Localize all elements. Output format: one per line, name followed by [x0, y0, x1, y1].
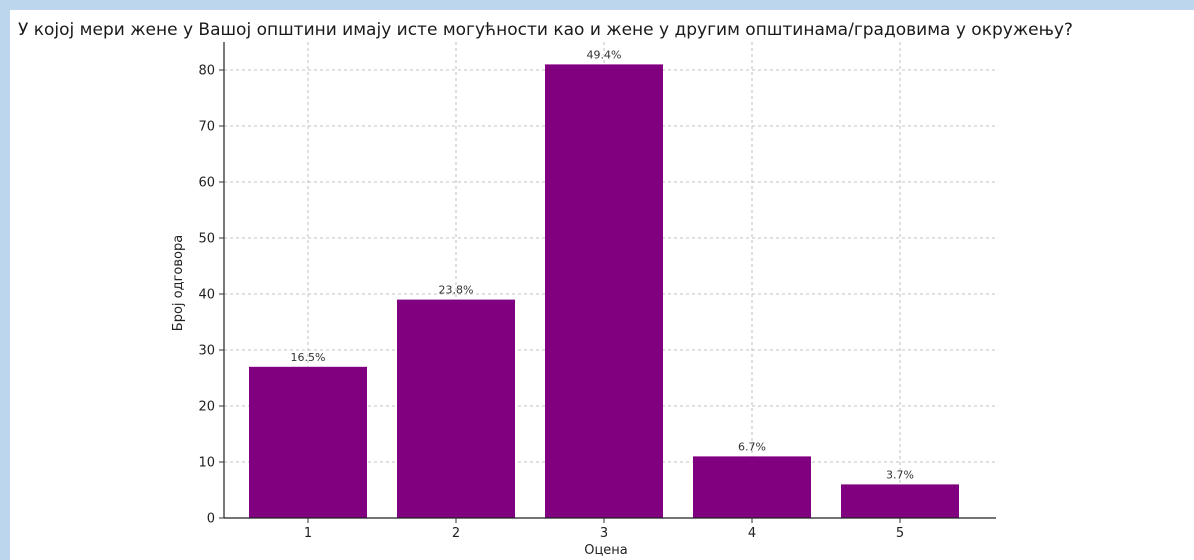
chart-title: У којој мери жене у Вашој општини имају … — [18, 20, 1073, 40]
data-label: 23.8% — [439, 284, 474, 297]
x-tick-label: 4 — [748, 526, 756, 541]
bar-chart: 0 10 20 30 40 50 60 70 80 1 2 3 4 5 16.5% 23.8% 49.4% 6.… — [171, 42, 996, 558]
data-labels: 16.5% 23.8% 49.4% 6.7% 3.7% — [291, 48, 914, 481]
x-tick-label: 2 — [452, 526, 460, 541]
x-tick-label: 3 — [600, 526, 608, 541]
x-tick-label: 5 — [896, 526, 904, 541]
data-label: 3.7% — [886, 468, 914, 481]
y-tick-label: 30 — [198, 344, 215, 359]
data-label: 6.7% — [738, 440, 766, 453]
chart-panel: У којој мери жене у Вашој општини имају … — [10, 10, 1194, 560]
y-tick-label: 10 — [198, 456, 215, 471]
bar — [249, 366, 367, 518]
bar — [397, 299, 515, 518]
y-tick-label: 80 — [198, 64, 215, 79]
y-tick-label: 70 — [198, 120, 215, 135]
data-label: 16.5% — [291, 351, 326, 364]
x-tick-label: 1 — [304, 526, 312, 541]
bars — [249, 64, 959, 519]
axes — [223, 42, 996, 519]
y-tick-label: 40 — [198, 288, 215, 303]
y-tick-label: 60 — [198, 176, 215, 191]
bar — [693, 456, 811, 518]
y-tick-label: 0 — [207, 512, 215, 527]
bar — [545, 64, 663, 519]
data-label: 49.4% — [587, 48, 622, 61]
x-axis-label: Оцена — [584, 543, 628, 558]
y-axis-label: Број одговора — [171, 235, 186, 331]
bar — [841, 484, 959, 518]
y-tick-label: 50 — [198, 232, 215, 247]
y-tick-label: 20 — [198, 400, 215, 415]
tick-labels: 0 10 20 30 40 50 60 70 80 1 2 3 4 5 — [198, 64, 904, 542]
